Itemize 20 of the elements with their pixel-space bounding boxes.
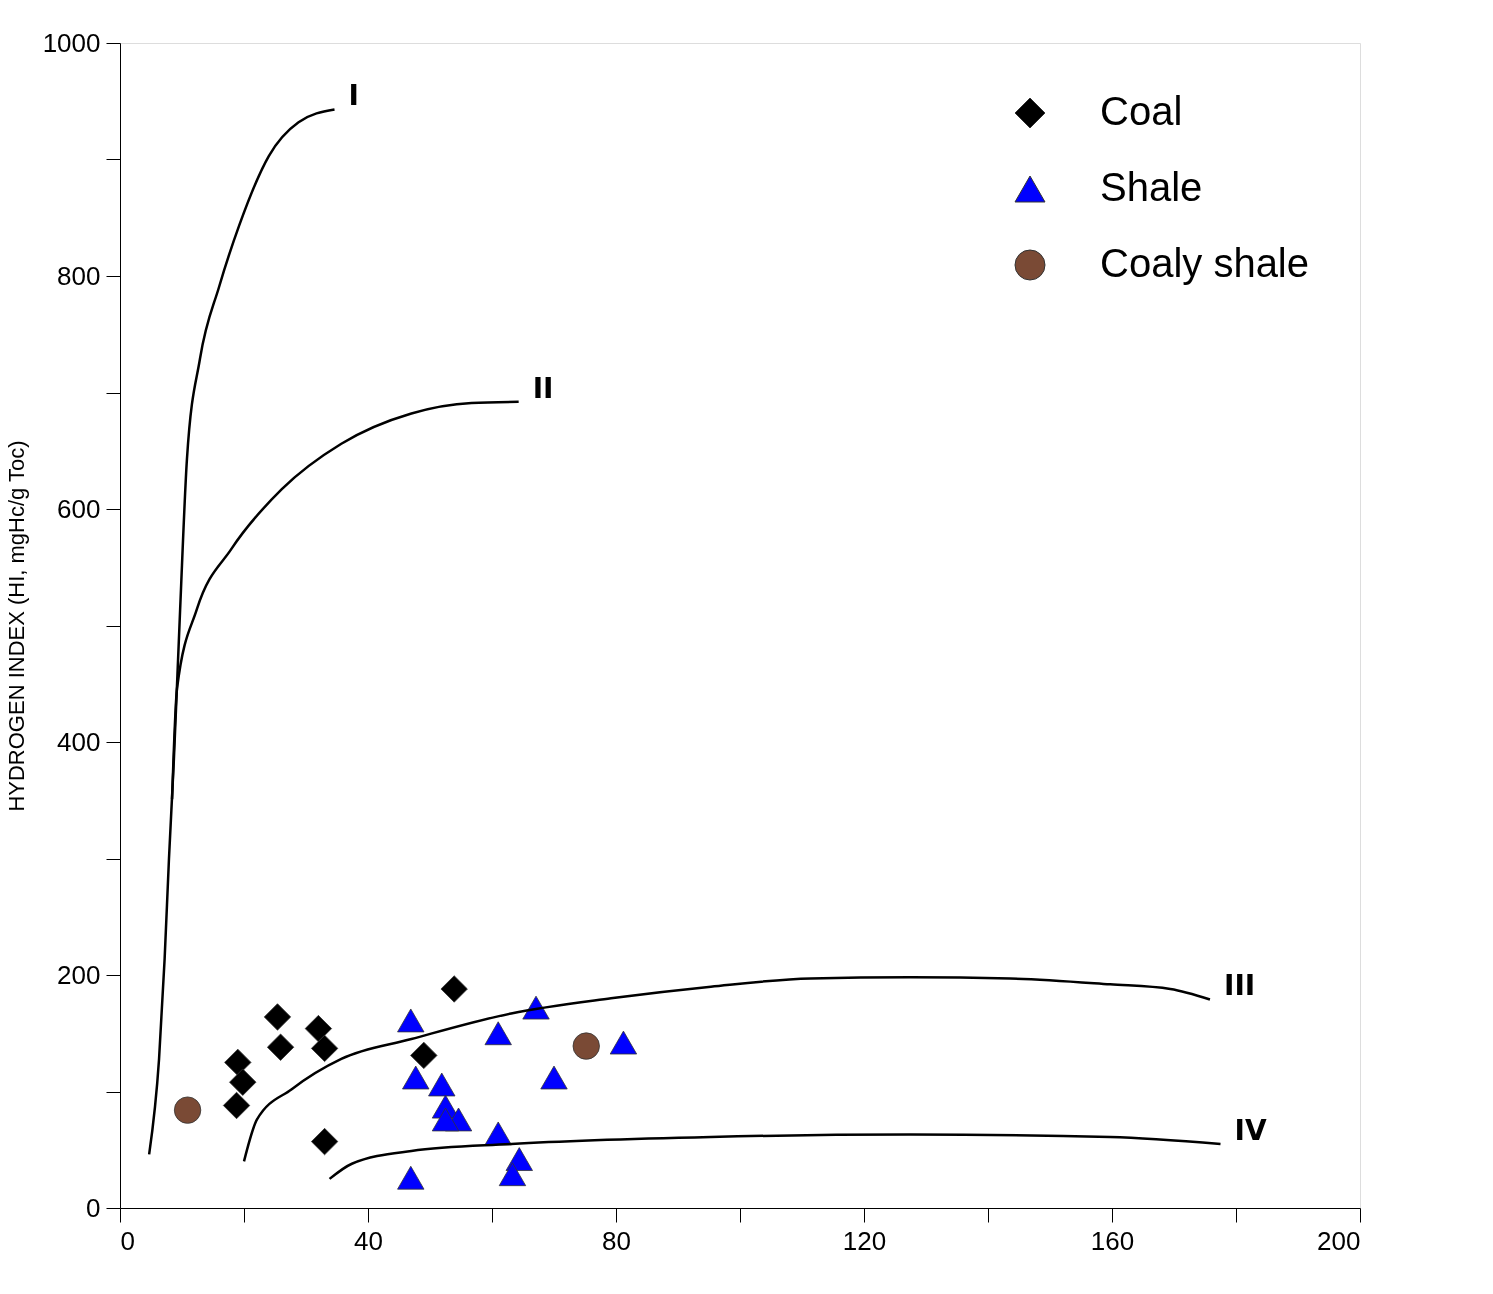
x-tick-label: 160: [1090, 1225, 1135, 1256]
y-tick-label: 200: [57, 959, 101, 990]
y-tick-label: 800: [57, 260, 101, 291]
series-label: I: [348, 79, 359, 113]
legend-label: Coaly shale: [1100, 241, 1310, 285]
x-tick-label: 200: [1317, 1225, 1361, 1256]
y-tick-label: 1000: [42, 27, 101, 58]
x-tick-label: 80: [602, 1225, 631, 1256]
legend-label: Coal: [1100, 89, 1183, 133]
series-label: II: [532, 371, 554, 405]
series-label: III: [1223, 969, 1256, 1003]
legend-label: Shale: [1100, 165, 1203, 209]
x-tick-label: 40: [354, 1225, 383, 1256]
x-tick-label: 0: [120, 1225, 135, 1256]
series-label: IV: [1234, 1113, 1267, 1147]
x-tick-label: 120: [842, 1225, 887, 1256]
y-tick-label: 400: [57, 726, 101, 757]
y-tick-label: 0: [86, 1192, 101, 1223]
y-tick-label: 600: [57, 493, 101, 524]
y-axis-title: HYDROGEN INDEX (HI, mgHc/g Toc): [3, 440, 29, 812]
